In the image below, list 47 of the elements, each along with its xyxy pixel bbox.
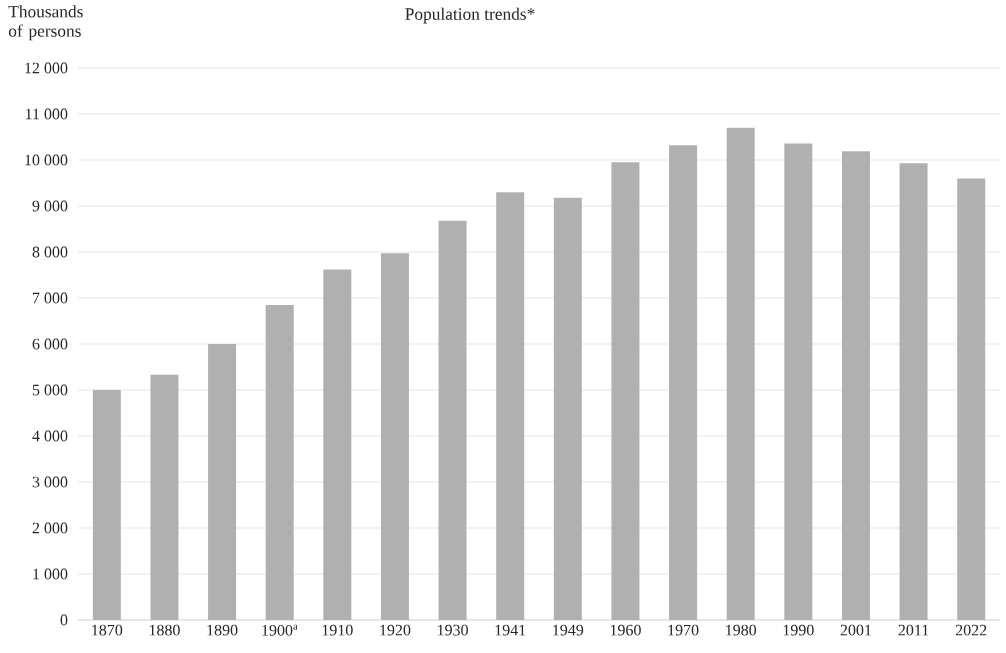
y-tick-label: 7 000: [33, 292, 68, 304]
x-tick-label: 1870: [92, 624, 123, 636]
x-tick-label: 2011: [898, 624, 929, 636]
bar: [438, 220, 467, 620]
x-tick-label: 1900$^{a}$: [262, 624, 298, 636]
x-tick-label: 1920: [380, 624, 411, 636]
bar: [841, 151, 870, 620]
bar: [669, 145, 698, 620]
y-tick-label: 11 000: [25, 108, 68, 120]
bar: [726, 127, 755, 620]
x-tick-label: 1960: [610, 624, 641, 636]
y-axis-title: Thousands of persons: [8, 5, 83, 41]
bar: [899, 163, 928, 620]
bar: [553, 197, 582, 620]
x-tick-label: 1980: [726, 624, 757, 636]
x-tick-label: 1941: [495, 624, 526, 636]
chart-title: Population trends*: [405, 7, 535, 24]
x-tick-label: 1970: [668, 624, 699, 636]
y-tick-label: 3 000: [32, 476, 68, 488]
y-tick-label: 1 000: [33, 568, 68, 580]
bar: [784, 143, 813, 620]
x-tick-label: 1880: [149, 624, 180, 636]
y-tick-label: 4 000: [32, 430, 68, 442]
y-tick-label: 9 000: [32, 200, 68, 212]
bar: [208, 344, 237, 620]
bar: [496, 192, 525, 620]
y-tick-label: 12 000: [25, 62, 68, 74]
x-tick-label: 2022: [955, 624, 987, 636]
y-tick-label: 0: [60, 614, 68, 626]
x-tick-label: 1949: [553, 624, 584, 636]
bar: [611, 162, 640, 620]
bar: [380, 253, 409, 620]
bar: [265, 304, 294, 620]
y-tick-label: 8 000: [32, 246, 68, 258]
x-tick-label: 1990: [783, 624, 814, 636]
y-tick-label: 5 000: [32, 384, 68, 396]
x-tick-label: 1890: [207, 624, 238, 636]
y-tick-label: 2 000: [32, 522, 68, 534]
x-tick-label: 2001: [840, 624, 871, 636]
y-tick-label: 10 000: [25, 154, 68, 166]
y-tick-label: 6 000: [32, 338, 68, 350]
bar: [150, 374, 179, 620]
bar: [957, 178, 986, 620]
bar: [323, 269, 352, 620]
x-tick-label: 1910: [322, 624, 353, 636]
bar: [92, 390, 121, 620]
x-tick-label: 1930: [437, 624, 468, 636]
